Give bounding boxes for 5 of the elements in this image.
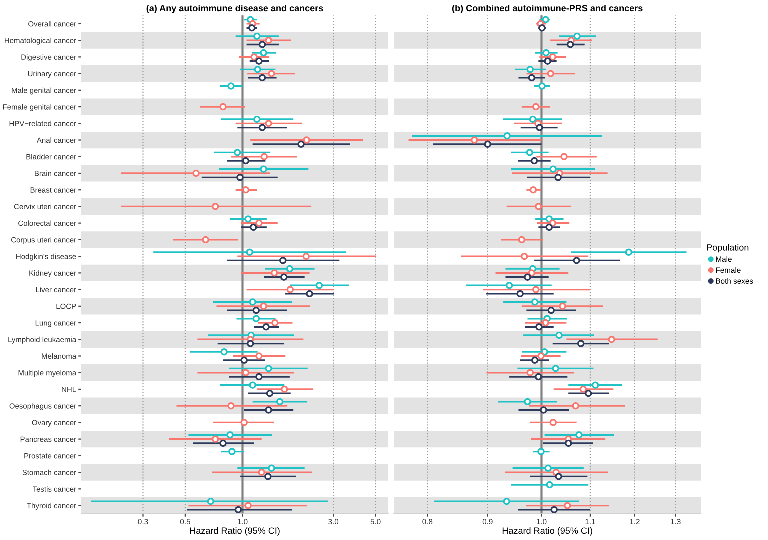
chart-title: (a) Any autoimmune disease and cancers	[146, 4, 324, 14]
x-axis-title: Hazard Ratio (95% CI)	[502, 527, 592, 536]
legend-title: Population	[707, 244, 749, 253]
x-axis-title: Hazard Ratio (95% CI)	[190, 527, 280, 536]
chart-title: (b) Combined autoimmune-PRS and cancers	[452, 4, 643, 14]
